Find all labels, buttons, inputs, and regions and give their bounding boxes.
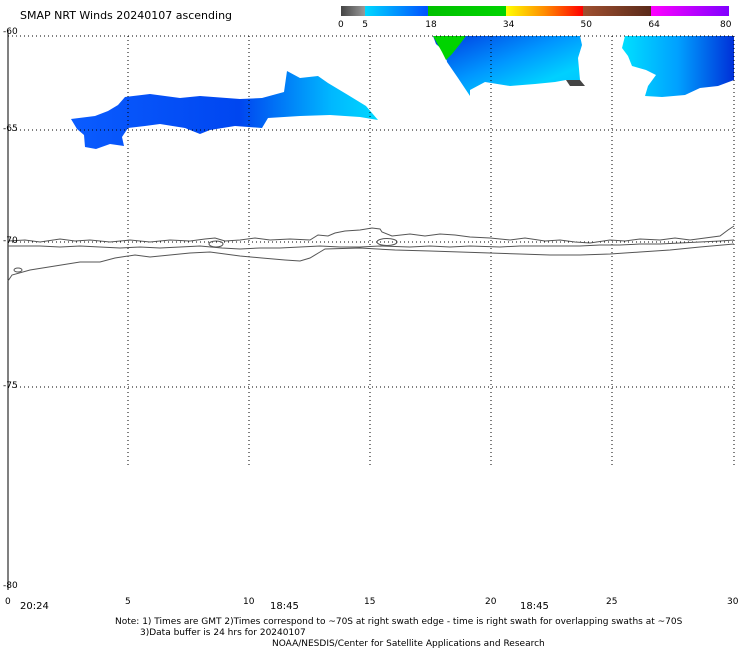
- colorbar-label: 0: [338, 20, 344, 30]
- lon-label: 15: [364, 597, 376, 607]
- graticule: [8, 35, 735, 465]
- colorbar-segment: [428, 6, 506, 16]
- calm-wind-patch: [566, 80, 585, 86]
- lat-label: -65: [3, 124, 18, 134]
- lat-label: -70: [3, 236, 18, 246]
- note-line-2: 3)Data buffer is 24 hrs for 20240107: [140, 628, 306, 638]
- colorbar-label: 80: [720, 20, 732, 30]
- lat-label: -80: [3, 581, 18, 591]
- coastline: [7, 225, 735, 282]
- swath-time: 18:45: [270, 601, 299, 612]
- lon-label: 30: [727, 597, 739, 607]
- lon-label: 10: [243, 597, 255, 607]
- colorbar-label: 18: [425, 20, 437, 30]
- lon-label: 0: [5, 597, 11, 607]
- colorbar-label: 5: [362, 20, 368, 30]
- lat-label: -75: [3, 381, 18, 391]
- wind-swath-east: [433, 36, 582, 96]
- lon-label: 25: [606, 597, 618, 607]
- colorbar-label: 34: [502, 20, 515, 30]
- map-title: SMAP NRT Winds 20240107 ascending: [20, 9, 233, 22]
- colorbar-segment: [365, 6, 429, 16]
- wind-speed-colorbar: [341, 6, 729, 16]
- wind-swath-west: [71, 71, 378, 149]
- swath-time: 20:24: [20, 601, 49, 612]
- colorbar-segment: [651, 6, 729, 16]
- wind-swath-far-east: [622, 36, 734, 97]
- note-line-1: Note: 1) Times are GMT 2)Times correspon…: [115, 617, 683, 627]
- credit-line: NOAA/NESDIS/Center for Satellite Applica…: [272, 639, 545, 649]
- wind-swath-green: [433, 36, 466, 60]
- colorbar-label: 50: [580, 20, 592, 30]
- lat-label: -60: [3, 27, 18, 37]
- colorbar-segment: [341, 6, 366, 16]
- swath-time: 18:45: [520, 601, 549, 612]
- colorbar-label: 64: [648, 20, 660, 30]
- colorbar-segment: [505, 6, 584, 16]
- lon-label: 5: [125, 597, 131, 607]
- colorbar-segment: [583, 6, 652, 16]
- lon-label: 20: [485, 597, 497, 607]
